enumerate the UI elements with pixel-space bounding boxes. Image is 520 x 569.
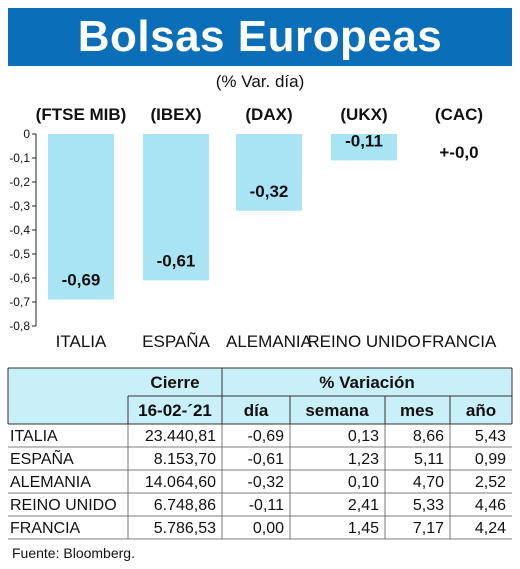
y-tick-label: -0,2 — [9, 175, 30, 189]
data-label: -0,69 — [62, 271, 101, 290]
row-dia: -0,61 — [248, 451, 285, 468]
row-country: ESPAÑA — [10, 448, 74, 468]
row-mes: 5,33 — [413, 497, 444, 514]
row-cierre: 23.440,81 — [145, 428, 216, 445]
cierre-header: Cierre — [150, 373, 199, 392]
row-mes: 4,70 — [413, 474, 444, 491]
bar-italia — [48, 134, 114, 300]
row-ano: 5,43 — [475, 428, 506, 445]
row-mes: 8,66 — [413, 428, 444, 445]
data-label: +-0,0 — [439, 143, 478, 162]
data-label: -0,61 — [157, 251, 196, 270]
data-label: -0,32 — [250, 182, 289, 201]
row-semana: 0,13 — [348, 428, 379, 445]
y-tick-label: -0,5 — [9, 247, 30, 261]
row-country: ITALIA — [10, 428, 58, 445]
category-label: ESPAÑA — [142, 332, 210, 351]
variacion-header: % Variación — [319, 373, 414, 392]
y-tick-label: -0,3 — [9, 199, 30, 213]
page-title: Bolsas Europeas — [77, 12, 443, 61]
y-tick-label: -0,4 — [9, 223, 30, 237]
row-mes: 7,17 — [413, 520, 444, 537]
index-label: (IBEX) — [151, 105, 202, 124]
category-label: ITALIA — [56, 332, 107, 351]
row-cierre: 8.153,70 — [154, 451, 216, 468]
column-header: semana — [305, 401, 369, 420]
date-header: 16-02-´21 — [138, 401, 212, 420]
index-label: (UKX) — [340, 105, 387, 124]
row-cierre: 5.786,53 — [154, 520, 216, 537]
y-tick-label: -0,6 — [9, 271, 30, 285]
index-label: (DAX) — [245, 105, 292, 124]
row-mes: 5,11 — [414, 451, 444, 468]
index-label: (CAC) — [435, 105, 483, 124]
row-dia: -0,69 — [248, 428, 285, 445]
row-cierre: 14.064,60 — [145, 474, 216, 491]
column-header: año — [466, 401, 496, 420]
column-header: día — [244, 401, 269, 420]
row-ano: 4,46 — [475, 497, 506, 514]
row-ano: 4,24 — [475, 520, 506, 537]
source-note: Fuente: Bloomberg. — [12, 545, 135, 561]
data-label: -0,11 — [345, 131, 383, 150]
bar-reino-unido — [331, 134, 397, 161]
row-dia: 0,00 — [253, 520, 284, 537]
index-label: (FTSE MIB) — [36, 105, 127, 124]
y-tick-label: -0,7 — [9, 295, 30, 309]
column-header: mes — [400, 401, 434, 420]
y-tick-label: -0,8 — [9, 319, 30, 333]
y-tick-label: 0 — [23, 127, 30, 141]
chart-subtitle: (% Var. día) — [215, 72, 305, 91]
y-tick-label: -0,1 — [9, 151, 30, 165]
bar-españa — [143, 134, 209, 281]
category-label: REINO UNIDO — [307, 332, 420, 351]
row-dia: -0,11 — [249, 497, 284, 514]
row-country: FRANCIA — [10, 520, 81, 537]
row-semana: 1,45 — [348, 520, 379, 537]
category-label: FRANCIA — [422, 332, 497, 351]
row-semana: 2,41 — [348, 497, 379, 514]
row-ano: 2,52 — [475, 474, 506, 491]
category-label: ALEMANIA — [226, 332, 313, 351]
row-dia: -0,32 — [248, 474, 285, 491]
row-cierre: 6.748,86 — [154, 497, 216, 514]
row-country: ALEMANIA — [10, 474, 91, 491]
row-country: REINO UNIDO — [10, 497, 117, 514]
row-semana: 0,10 — [348, 474, 379, 491]
row-semana: 1,23 — [348, 451, 379, 468]
bar-alemania — [236, 134, 302, 211]
title-banner — [8, 8, 512, 66]
row-ano: 0,99 — [475, 451, 506, 468]
